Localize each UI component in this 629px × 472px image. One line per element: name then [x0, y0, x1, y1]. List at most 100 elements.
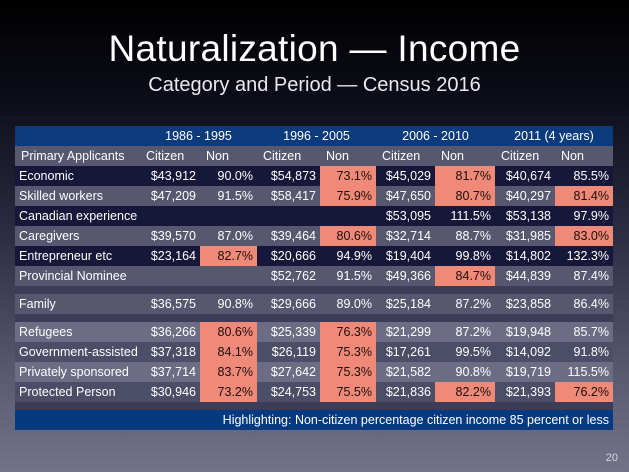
- table-bottom-spacer: [15, 402, 613, 410]
- non-citizen-pct-cell: 80.6%: [320, 226, 376, 246]
- non-citizen-pct-cell: 86.4%: [573, 297, 609, 311]
- citizen-income-cell: $25,339: [270, 325, 316, 339]
- non-citizen-pct-cell: [200, 266, 257, 286]
- non-citizen-pct-cell: 81.4%: [555, 186, 613, 206]
- citizen-income-cell: [257, 206, 320, 226]
- column-header: Non: [561, 149, 584, 163]
- non-citizen-pct-cell: 91.8%: [573, 345, 609, 359]
- citizen-income-cell: $31,985: [505, 229, 551, 243]
- citizen-income-cell: $43,912: [150, 169, 196, 183]
- citizen-income-cell: $19,719: [505, 365, 551, 379]
- non-citizen-pct-cell: 87.4%: [573, 269, 609, 283]
- non-citizen-pct-cell: 73.2%: [200, 382, 257, 402]
- table-row: Refugees $36,266 80.6% $25,339 76.3% $21,299 8…: [15, 322, 613, 342]
- citizen-income-cell: $21,299: [385, 325, 431, 339]
- citizen-income-cell: $53,095: [385, 209, 431, 223]
- citizen-income-cell: $53,138: [505, 209, 551, 223]
- row-label: Canadian experience: [19, 209, 138, 223]
- column-header: Non: [326, 149, 349, 163]
- non-citizen-pct-cell: 87.0%: [217, 229, 253, 243]
- non-citizen-pct-cell: 91.5%: [217, 189, 253, 203]
- non-citizen-pct-cell: [200, 206, 257, 226]
- column-header: Citizen: [146, 149, 185, 163]
- table-row: Entrepreneur etc $23,164 82.7% $20,666 94.9%…: [15, 246, 613, 266]
- citizen-income-cell: $25,184: [385, 297, 431, 311]
- table-row: Provincial Nominee $52,762 91.5% $49,366 84.…: [15, 266, 613, 286]
- citizen-income-cell: $24,753: [270, 385, 316, 399]
- table-row: Privately sponsored $37,714 83.7% $27,642 75…: [15, 362, 613, 382]
- non-citizen-pct-cell: 83.7%: [200, 362, 257, 382]
- citizen-income-cell: $58,417: [270, 189, 316, 203]
- income-table: 1986 - 1995 1996 - 2005 2006 - 2010 2011…: [15, 126, 613, 410]
- table-row: Caregivers $39,570 87.0% $39,464 80.6% $32,71…: [15, 226, 613, 246]
- non-citizen-pct-cell: 132.3%: [566, 249, 609, 263]
- citizen-income-cell: $26,119: [271, 345, 316, 359]
- non-citizen-pct-cell: 75.3%: [320, 342, 376, 362]
- table-row: Canadian experience $53,095 111.5% $53,138 9…: [15, 206, 613, 226]
- citizen-income-cell: $14,092: [505, 345, 551, 359]
- row-label: Skilled workers: [19, 189, 104, 203]
- row-label: Economic: [19, 169, 74, 183]
- row-label: Entrepreneur etc: [19, 249, 113, 263]
- non-citizen-pct-cell: 80.7%: [435, 186, 495, 206]
- citizen-income-cell: $36,575: [150, 297, 196, 311]
- group-spacer: [15, 286, 613, 294]
- citizen-income-cell: $45,029: [385, 169, 431, 183]
- non-citizen-pct-cell: 88.7%: [455, 229, 491, 243]
- column-header: Citizen: [382, 149, 421, 163]
- period-header: 2011 (4 years): [514, 129, 594, 143]
- row-label: Provincial Nominee: [19, 269, 127, 283]
- non-citizen-pct-cell: 84.7%: [435, 266, 495, 286]
- non-citizen-pct-cell: 82.2%: [435, 382, 495, 402]
- non-citizen-pct-cell: 85.7%: [573, 325, 609, 339]
- non-citizen-pct-cell: 91.5%: [336, 269, 372, 283]
- citizen-income-cell: $54,873: [270, 169, 316, 183]
- highlight-note: Highlighting: Non-citizen percentage cit…: [15, 410, 613, 430]
- non-citizen-pct-cell: 90.0%: [217, 169, 253, 183]
- non-citizen-pct-cell: 99.5%: [455, 345, 491, 359]
- column-header: Non: [206, 149, 229, 163]
- non-citizen-pct-cell: 75.9%: [320, 186, 376, 206]
- row-label: Privately sponsored: [19, 365, 129, 379]
- non-citizen-pct-cell: 97.9%: [573, 209, 609, 223]
- period-header: 1986 - 1995: [165, 129, 232, 143]
- citizen-income-cell: [140, 266, 200, 286]
- citizen-income-cell: $40,674: [505, 169, 551, 183]
- citizen-income-cell: $44,839: [505, 269, 551, 283]
- citizen-income-cell: $29,666: [270, 297, 316, 311]
- column-header: Citizen: [263, 149, 302, 163]
- column-header-row: Primary Applicants Citizen Non Citizen Non Ci…: [15, 146, 613, 166]
- non-citizen-pct-cell: [320, 206, 376, 226]
- group-spacer: [15, 314, 613, 322]
- citizen-income-cell: [140, 206, 200, 226]
- page-number: 20: [605, 452, 618, 464]
- non-citizen-pct-cell: 83.0%: [555, 226, 613, 246]
- period-header: 2006 - 2010: [402, 129, 469, 143]
- table-row: Protected Person $30,946 73.2% $24,753 75.5%…: [15, 382, 613, 402]
- citizen-income-cell: $27,642: [270, 365, 316, 379]
- row-label: Refugees: [19, 325, 73, 339]
- non-citizen-pct-cell: 75.5%: [320, 382, 376, 402]
- non-citizen-pct-cell: 99.8%: [455, 249, 491, 263]
- row-label: Protected Person: [19, 385, 116, 399]
- citizen-income-cell: $23,164: [150, 249, 196, 263]
- citizen-income-cell: $14,802: [505, 249, 551, 263]
- citizen-income-cell: $30,946: [150, 385, 196, 399]
- non-citizen-pct-cell: 87.2%: [455, 325, 491, 339]
- period-header: 1996 - 2005: [283, 129, 350, 143]
- citizen-income-cell: $47,650: [385, 189, 431, 203]
- non-citizen-pct-cell: 73.1%: [320, 166, 376, 186]
- non-citizen-pct-cell: 82.7%: [200, 246, 257, 266]
- citizen-income-cell: $23,858: [505, 297, 551, 311]
- citizen-income-cell: $36,266: [150, 325, 196, 339]
- citizen-income-cell: $21,836: [385, 385, 431, 399]
- non-citizen-pct-cell: 89.0%: [336, 297, 372, 311]
- citizen-income-cell: $32,714: [385, 229, 431, 243]
- non-citizen-pct-cell: 76.2%: [555, 382, 613, 402]
- non-citizen-pct-cell: 85.5%: [573, 169, 609, 183]
- table-row: Skilled workers $47,209 91.5% $58,417 75.9% $…: [15, 186, 613, 206]
- table-row: Economic $43,912 90.0% $54,873 73.1% $45,029 8…: [15, 166, 613, 186]
- non-citizen-pct-cell: 76.3%: [320, 322, 376, 342]
- citizen-income-cell: $47,209: [150, 189, 196, 203]
- non-citizen-pct-cell: 84.1%: [200, 342, 257, 362]
